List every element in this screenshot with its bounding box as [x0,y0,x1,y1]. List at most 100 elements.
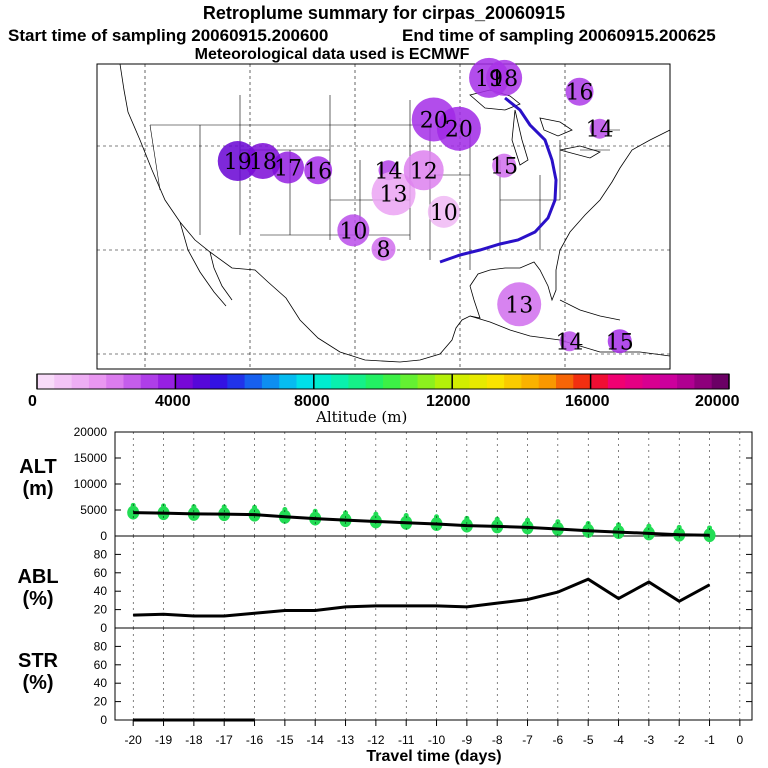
colorbar-cell [123,374,142,389]
alt-scatter-point [403,512,409,518]
x-tick-label: 0 [737,733,744,747]
y-tick-label: 0 [100,529,107,543]
alt-scatter-point [646,523,652,529]
abl-panel [114,535,753,629]
alt-scatter-point [494,516,500,522]
x-tick-label: -8 [492,733,503,747]
plume-circle [486,59,523,96]
alt-scatter-point [343,510,349,516]
plume-circle [337,214,370,247]
plume-day-label: 17 [274,157,302,182]
plume-circle [436,106,481,151]
start-time-label: Start time of sampling 20060915.200600 [8,26,329,45]
plume-day-label: 18 [490,67,518,92]
x-tick-label: -18 [185,733,203,747]
x-tick-label: -19 [155,733,173,747]
colorbar-cell [469,374,488,389]
colorbar-cell [210,374,228,389]
plume-day-label: 19 [475,67,503,92]
plume-day-label: 12 [410,159,438,184]
y-tick-label: 60 [94,566,108,580]
colorbar-cell [521,374,540,389]
met-data-label: Meteorological data used is ECMWF [194,46,470,63]
colorbar-cell [227,374,246,389]
x-tick-label: -4 [613,733,624,747]
colorbar-cell [486,374,505,389]
plume-day-label: 20 [445,118,473,143]
x-tick-label: -17 [216,733,234,747]
y-tick-label: 20000 [74,425,108,439]
colorbar-cell [417,374,436,389]
colorbar-cell [88,374,107,389]
colorbar-tick-8000: 8000 [294,393,330,410]
x-tick-label: -12 [367,733,385,747]
y-tick-label: 60 [94,658,108,672]
colorbar-cell [452,374,470,389]
alt-scatter-point [676,524,682,530]
y-tick-label: 0 [100,621,107,635]
plume-circle [427,195,460,228]
x-tick-label: -15 [276,733,294,747]
plume-day-label: 8 [377,238,391,263]
plume-circle [607,329,632,354]
alt-scatter-point [252,504,258,510]
y-tick-label: 15000 [74,451,108,465]
colorbar-cell [504,374,522,389]
plume-circle [559,331,580,352]
alt-scatter-point [191,504,197,510]
colorbar-cell [261,374,280,389]
plume-circle [371,171,416,216]
colorbar-tick-16000: 16000 [565,393,610,410]
colorbar-cell [348,374,367,389]
colorbar-cell [279,374,297,389]
colorbar-cell [625,374,643,389]
x-tick-label: -1 [704,733,715,747]
colorbar-cell [659,374,678,389]
plume-circle [565,77,594,106]
y-tick-label: 20 [94,603,108,617]
colorbar-cell [71,374,90,389]
colorbar-cell [573,374,592,389]
plume-day-label: 10 [430,201,458,226]
alt-scatter-point [555,519,561,525]
colorbar [36,373,730,390]
caribbean-coast [469,299,671,357]
plume-day-label: 18 [249,150,277,175]
plume-circle [589,118,610,139]
plume-day-label: 10 [339,219,367,244]
colorbar-cell [590,374,609,389]
plume-day-label: 14 [375,159,403,184]
colorbar-tick-0: 0 [28,393,37,410]
x-tick-label: -16 [246,733,264,747]
plume-day-label: 14 [586,118,614,143]
x-tick-label: -11 [398,733,415,747]
y-tick-label: 80 [94,639,108,653]
chart-title: Retroplume summary for cirpas_20060915 [202,3,566,23]
x-tick-label: -3 [644,733,655,747]
plume-day-label: 14 [555,330,583,355]
colorbar-cell [106,374,124,389]
y-tick-label: 80 [94,547,108,561]
plume-day-label: 13 [505,293,533,318]
x-tick-label: -14 [307,733,325,747]
plume-day-label: 15 [606,330,634,355]
plot-layer: 0 5000 10000 15000 20000 0 20 40 60 80 0 20 40 60 80 -2… [74,425,752,747]
alt-label: ALT (m) [19,456,57,500]
y-tick-label: 10000 [74,477,108,491]
plume-day-label: 13 [380,182,408,207]
str-label: STR (%) [18,650,58,694]
plume-day-label: 19 [224,150,252,175]
colorbar-cell [556,374,574,389]
plume-circle [304,156,333,185]
series-line [133,511,710,537]
colorbar-cell [642,374,661,389]
xaxis-label: Travel time (days) [366,748,502,765]
colorbar-cell [37,374,55,389]
colorbar-cell [244,374,263,389]
colorbar-cell [140,374,159,389]
x-tick-label: -2 [674,733,685,747]
y-tick-label: 0 [100,713,107,727]
map-frame [96,63,671,370]
colorbar-cell [694,374,713,389]
x-tick-label: -5 [583,733,594,747]
